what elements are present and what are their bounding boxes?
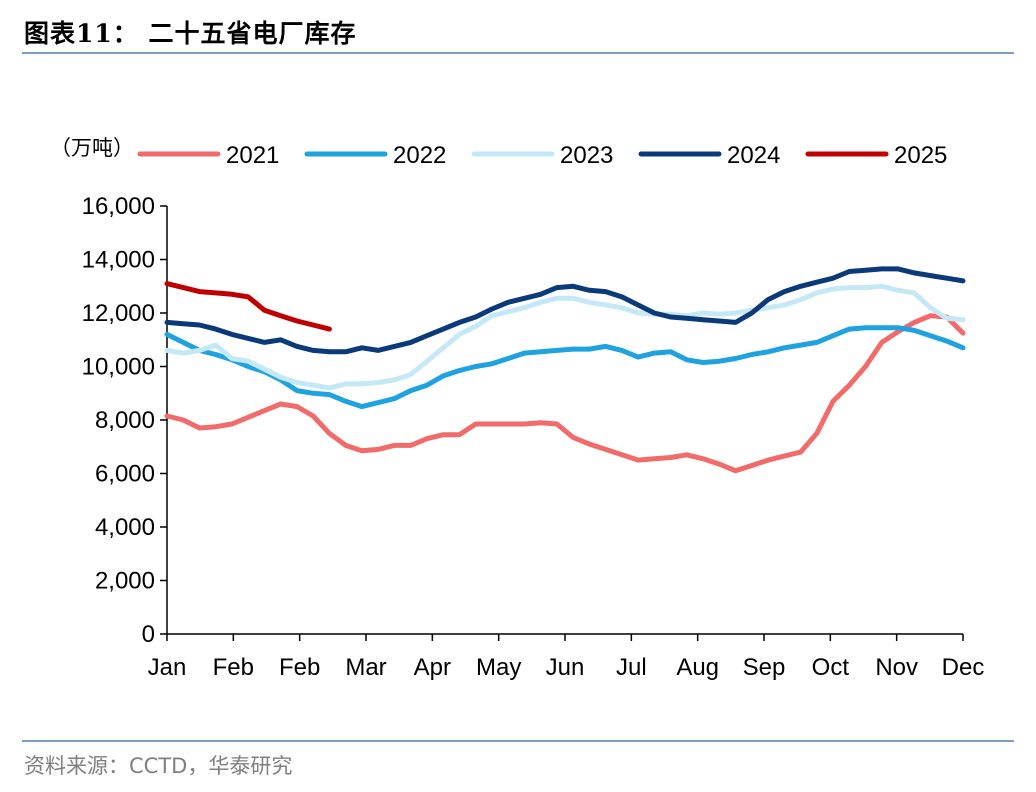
legend-label-2025: 2025: [894, 142, 947, 169]
title-divider: [22, 52, 1014, 54]
x-tick-label: May: [476, 654, 521, 681]
y-tick-label: 4,000: [95, 514, 155, 541]
plot-axes: [166, 206, 963, 635]
y-axis-unit-label: （万吨）: [50, 137, 134, 160]
x-tick-label: Dec: [942, 654, 985, 681]
footer-divider: [22, 740, 1014, 742]
x-tick-label: Jul: [616, 654, 647, 681]
y-tick-label: 14,000: [82, 247, 155, 274]
y-tick-label: 8,000: [95, 407, 155, 434]
y-tick-label: 16,000: [82, 193, 155, 220]
x-tick-label: Apr: [414, 654, 451, 681]
figure-title: 图表11： 二十五省电厂库存: [24, 19, 357, 48]
legend-label-2023: 2023: [560, 142, 613, 169]
x-tick-label: Jun: [546, 654, 585, 681]
x-tick-label: Aug: [676, 654, 719, 681]
x-tick-label: Nov: [875, 654, 918, 681]
source-note: 资料来源：CCTD，华泰研究: [24, 754, 293, 778]
series-line-2025: [164, 281, 332, 332]
y-tick-label: 12,000: [82, 300, 155, 327]
series-line-2022: [164, 325, 966, 410]
x-tick-label: Jan: [148, 654, 187, 681]
series-lines: [164, 266, 966, 474]
y-tick-label: 0: [142, 621, 155, 648]
y-axis-ticks: 0 2,000 4,000 6,000 8,000 10,000 12,000 14,000 1…: [82, 193, 167, 648]
x-tick-label: Sep: [743, 654, 786, 681]
series-line-2023: [164, 283, 966, 391]
legend-label-2022: 2022: [393, 142, 446, 169]
legend: 2021 2022 2023 2024 2025: [137, 142, 947, 169]
x-tick-label: Oct: [812, 654, 850, 681]
y-tick-label: 6,000: [95, 461, 155, 488]
y-tick-label: 2,000: [95, 568, 155, 595]
series-line-2024: [164, 266, 966, 355]
y-tick-label: 10,000: [82, 354, 155, 381]
legend-label-2024: 2024: [727, 142, 780, 169]
x-axis-ticks: Jan Feb Feb Mar Apr May Jun Jul Aug Sep Oct Nov Dec: [148, 634, 985, 681]
x-tick-label: Feb: [213, 654, 254, 681]
series-line-2021: [164, 313, 966, 474]
x-tick-label: Mar: [345, 654, 386, 681]
x-tick-label: Feb: [279, 654, 320, 681]
legend-label-2021: 2021: [226, 142, 279, 169]
